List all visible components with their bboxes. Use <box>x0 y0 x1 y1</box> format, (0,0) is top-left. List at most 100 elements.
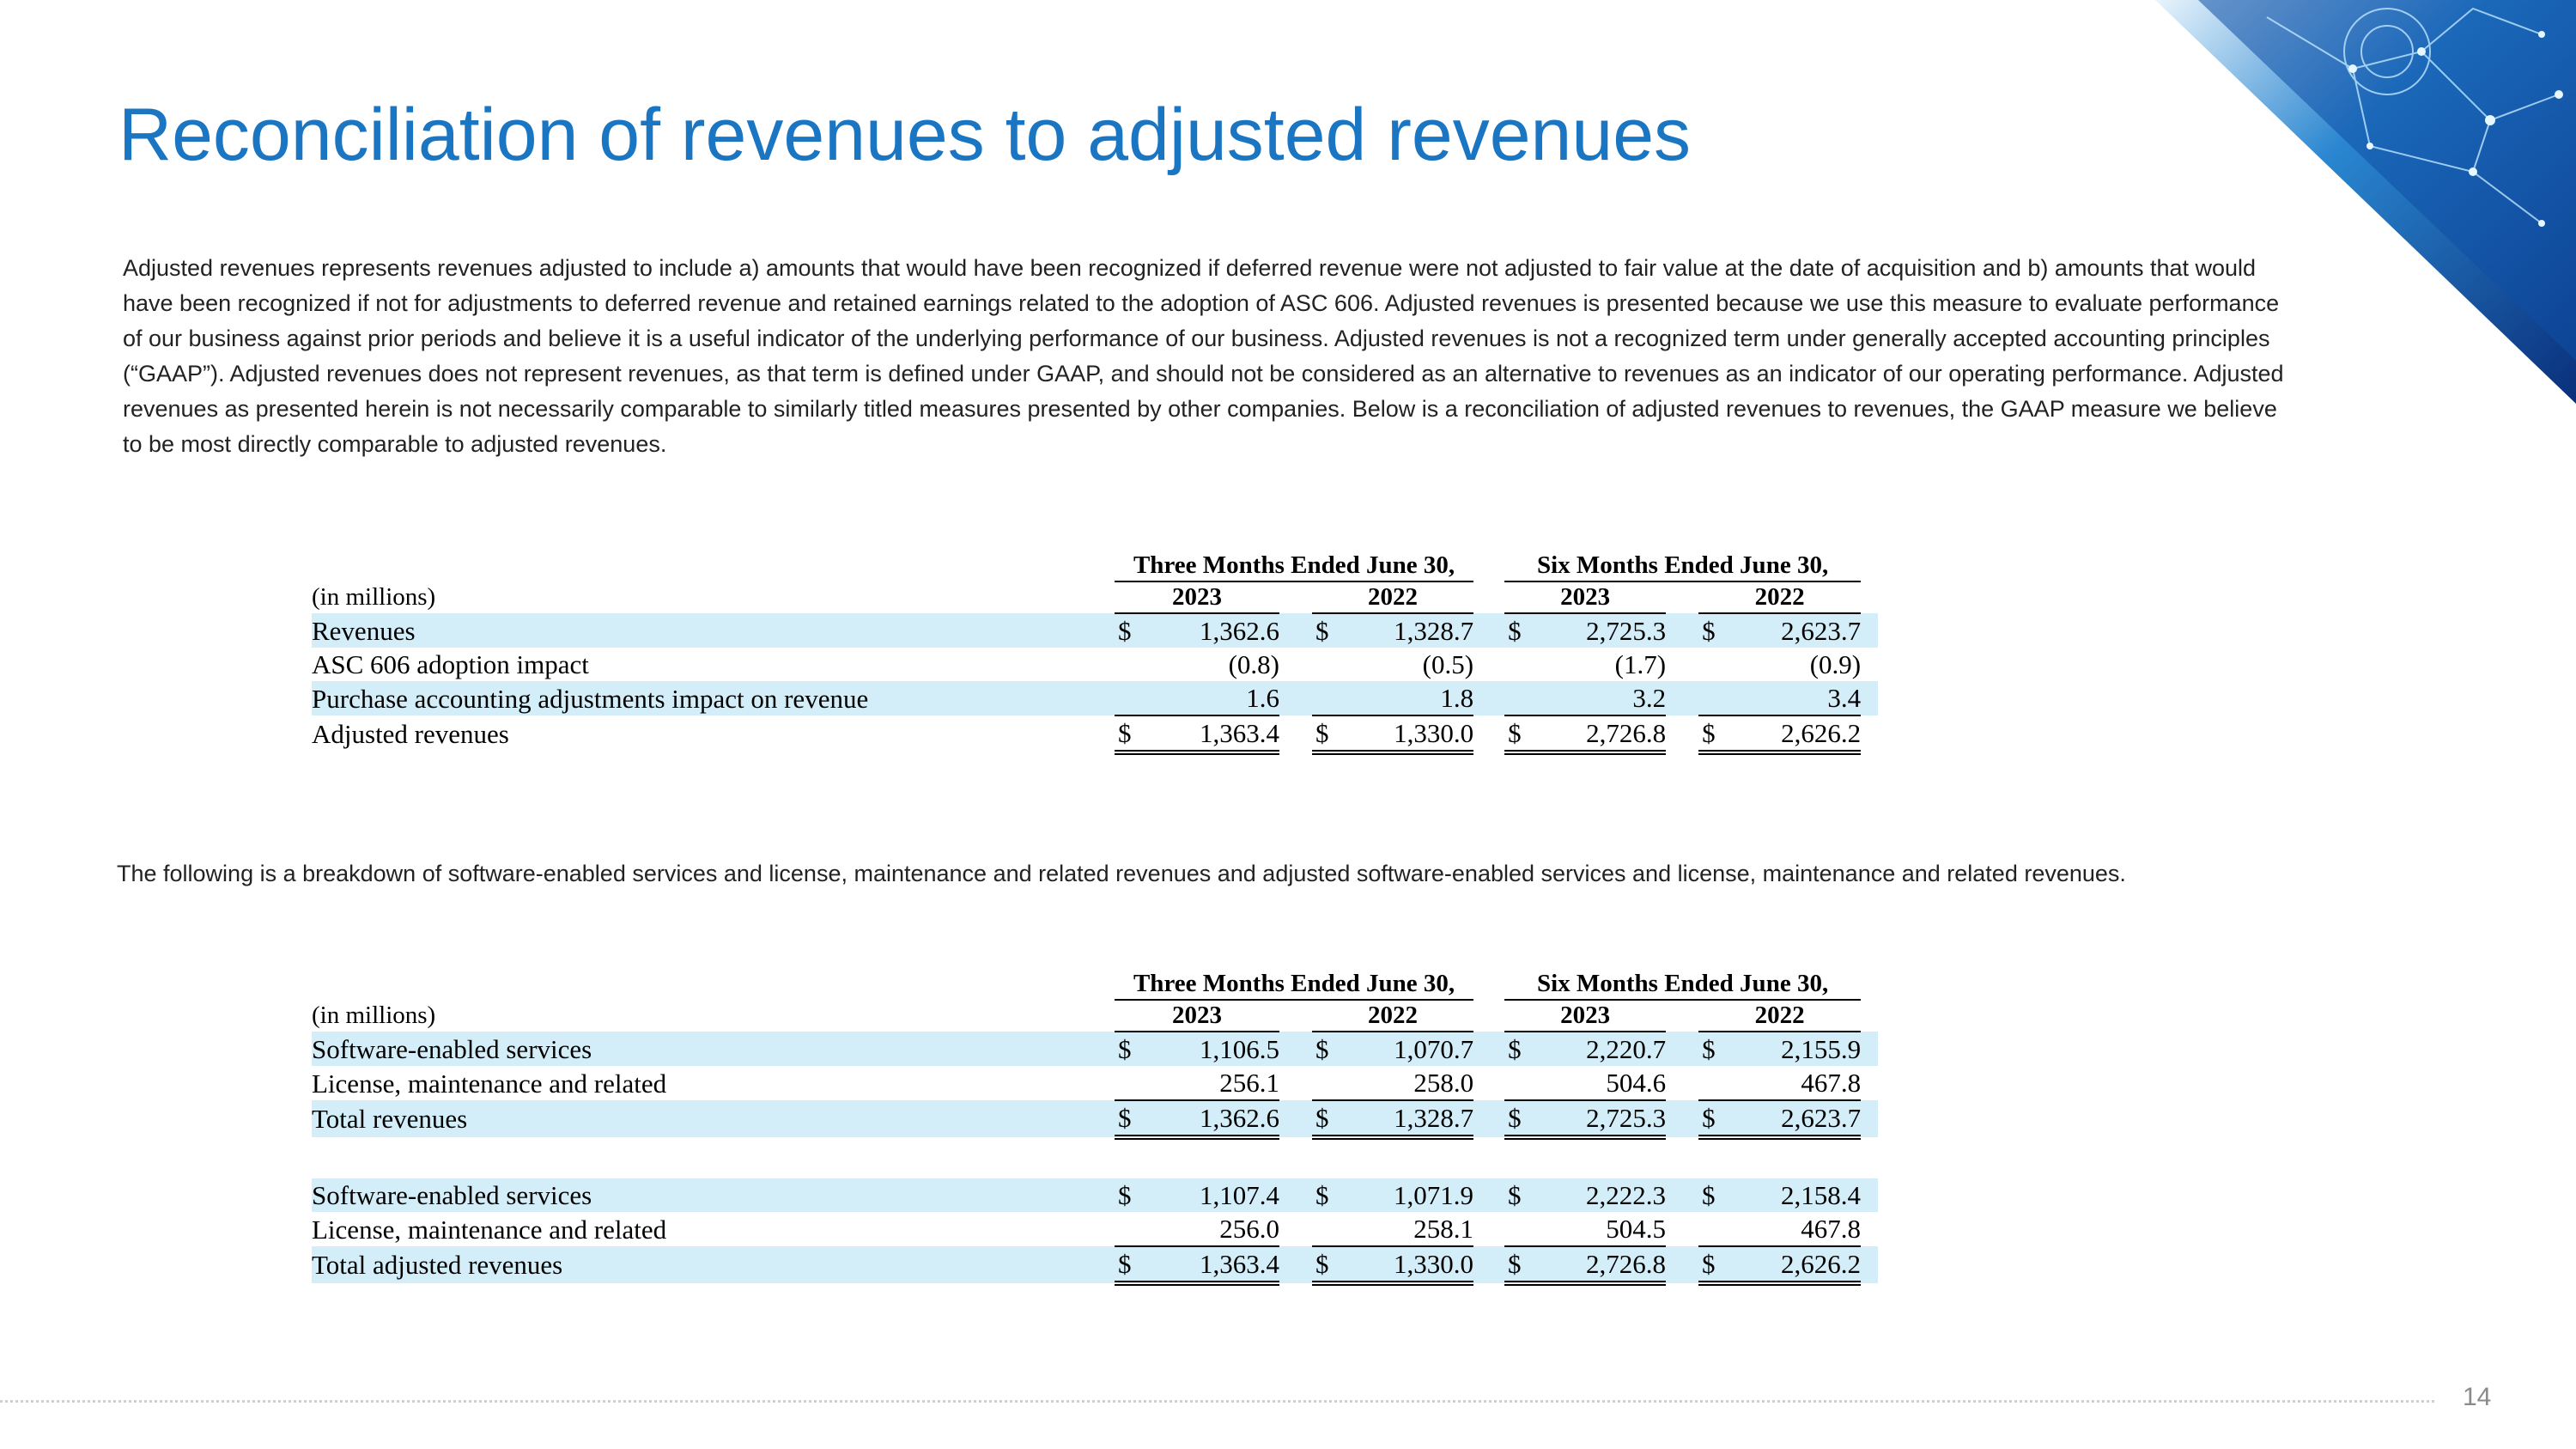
currency-symbol: $ <box>1118 616 1132 646</box>
cell-value: 3.2 <box>1632 683 1667 713</box>
spacer <box>1279 681 1312 715</box>
spacer <box>1279 648 1312 681</box>
currency-symbol <box>1115 1212 1149 1246</box>
currency-symbol: $ <box>1702 1034 1716 1064</box>
row-label: Total adjusted revenues <box>312 1250 563 1280</box>
currency-symbol <box>1698 1066 1733 1100</box>
currency-symbol: $ <box>1508 616 1522 646</box>
cell-value: 256.1 <box>1219 1068 1279 1098</box>
cell-value: 258.0 <box>1413 1068 1474 1098</box>
currency-symbol <box>1504 1066 1539 1100</box>
table-header: Three Months Ended June 30, Six Months En… <box>312 969 1878 1032</box>
cell-value: 2,155.9 <box>1781 1034 1862 1064</box>
cell-value: 1,330.0 <box>1346 1245 1473 1286</box>
table-row: Software-enabled services $1,106.5 $1,070.… <box>312 1032 1879 1066</box>
cell-value: 1,107.4 <box>1200 1180 1279 1210</box>
currency-symbol: $ <box>1702 1180 1716 1210</box>
currency-symbol: $ <box>1315 1180 1329 1210</box>
year-header: 2023 <box>1115 1000 1279 1032</box>
spacer <box>1666 715 1698 752</box>
spacer <box>1861 551 1878 581</box>
spacer <box>1666 1066 1698 1100</box>
spacer <box>1666 613 1698 648</box>
spacer <box>1473 1000 1504 1032</box>
cell-value: 1,363.4 <box>1149 715 1279 755</box>
cell-value: 2,220.7 <box>1586 1034 1667 1064</box>
spacer <box>1473 1246 1504 1283</box>
cell-value: 2,222.3 <box>1586 1180 1666 1210</box>
year-header-row: (in millions) 2023 2022 2023 2022 <box>312 1000 1878 1032</box>
table-body: Software-enabled services $1,107.4 $1,071.… <box>312 1178 1878 1286</box>
spacer <box>1666 648 1698 681</box>
currency-symbol: $ <box>1504 715 1540 755</box>
cell-value: 2,158.4 <box>1781 1180 1861 1210</box>
currency-symbol: $ <box>1504 1099 1540 1140</box>
unit-label: (in millions) <box>312 1002 436 1029</box>
currency-symbol <box>1312 648 1346 681</box>
spacer <box>1666 1246 1698 1283</box>
table-header: Three Months Ended June 30, Six Months En… <box>312 551 1878 614</box>
cell-value: 1,363.4 <box>1149 1245 1279 1286</box>
spacer <box>1861 1000 1878 1032</box>
currency-symbol <box>1698 1212 1733 1246</box>
row-label: ASC 606 adoption impact <box>312 649 589 679</box>
group-header: Six Months Ended June 30, <box>1504 551 1862 582</box>
cell-value: 467.8 <box>1801 1068 1862 1098</box>
currency-symbol <box>1115 648 1149 681</box>
row-label: Purchase accounting adjustments impact o… <box>312 683 869 714</box>
spacer <box>1861 1100 1878 1137</box>
spacer <box>1279 1032 1312 1066</box>
currency-symbol <box>1504 1212 1539 1246</box>
table-row: Software-enabled services $1,107.4 $1,071.… <box>312 1178 1878 1212</box>
currency-symbol: $ <box>1698 1099 1734 1140</box>
spacer <box>1473 1100 1504 1137</box>
cell-value: 1,330.0 <box>1346 715 1474 755</box>
table-body: Revenues $1,362.6 $1,328.7 $2,725.3 $2,623.7… <box>312 613 1879 755</box>
currency-symbol: $ <box>1115 1245 1149 1286</box>
year-header: 2023 <box>1504 1000 1667 1032</box>
cell-value: (0.5) <box>1422 649 1474 679</box>
spacer <box>1473 1066 1504 1100</box>
currency-symbol <box>1115 1066 1149 1100</box>
spacer <box>1473 648 1504 681</box>
year-header: 2022 <box>1312 581 1474 614</box>
cell-value: 2,623.7 <box>1733 1099 1862 1140</box>
spacer <box>1279 1178 1312 1212</box>
spacer <box>1861 1246 1878 1283</box>
spacer <box>1861 1066 1878 1100</box>
financial-table: Software-enabled services $1,107.4 $1,071.… <box>312 1178 1878 1286</box>
spacer <box>1279 1100 1312 1137</box>
row-label: Software-enabled services <box>312 1180 592 1210</box>
currency-symbol <box>1312 1212 1346 1246</box>
spacer <box>1861 969 1878 1000</box>
table-body: Software-enabled services $1,106.5 $1,070.… <box>312 1032 1879 1140</box>
currency-symbol: $ <box>1315 616 1329 646</box>
total-row: Total adjusted revenues $1,363.4 $1,330.0 $… <box>312 1245 1878 1286</box>
spacer <box>1279 715 1312 752</box>
spacer <box>1861 681 1878 715</box>
spacer <box>1861 648 1878 681</box>
year-header: 2022 <box>1698 1000 1862 1032</box>
spacer <box>1473 1178 1504 1212</box>
currency-symbol: $ <box>1312 1099 1346 1140</box>
cell-value: 1,106.5 <box>1200 1034 1279 1064</box>
currency-symbol <box>1312 681 1346 715</box>
currency-symbol <box>1698 681 1733 715</box>
currency-symbol: $ <box>1118 1034 1132 1064</box>
cell-value: 1,362.6 <box>1149 1099 1279 1140</box>
row-label: License, maintenance and related <box>312 1214 667 1245</box>
spacer <box>1861 1178 1878 1212</box>
network-decoration <box>2155 0 2576 404</box>
currency-symbol <box>1504 681 1539 715</box>
group-header-row: Three Months Ended June 30, Six Months En… <box>312 551 1878 582</box>
spacer <box>1473 1032 1504 1066</box>
cell-value: (1.7) <box>1614 649 1667 679</box>
cell-value: 2,726.8 <box>1539 1245 1666 1286</box>
cell-value: 1,070.7 <box>1394 1034 1474 1064</box>
spacer <box>312 969 1115 1000</box>
currency-symbol: $ <box>1698 1245 1733 1286</box>
spacer <box>1279 581 1312 613</box>
currency-symbol: $ <box>1118 1180 1132 1210</box>
spacer <box>1473 551 1504 581</box>
spacer <box>1279 1246 1312 1283</box>
